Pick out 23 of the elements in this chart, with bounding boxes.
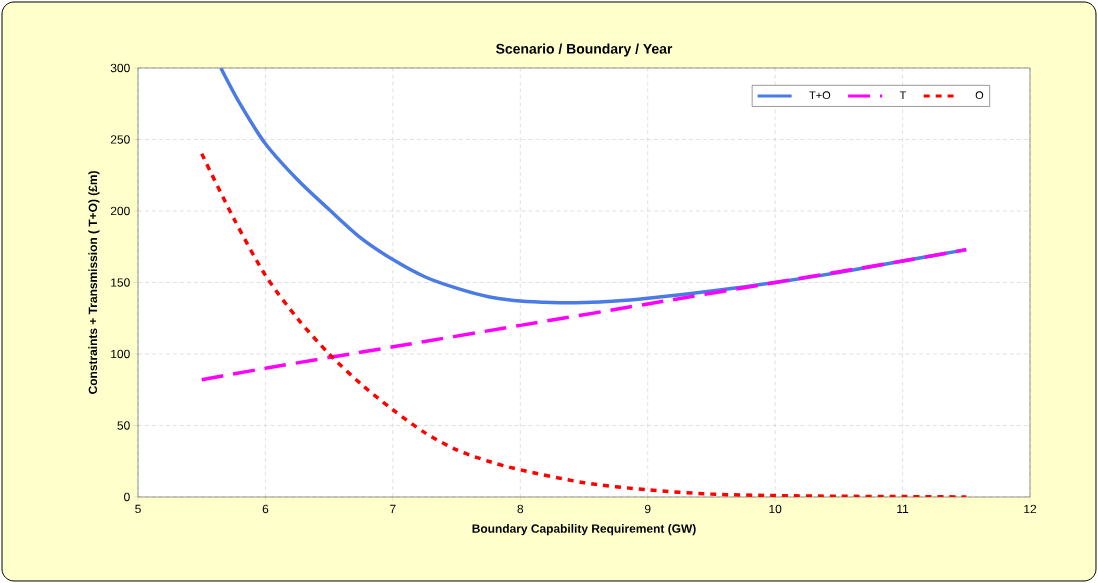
- x-tick-label: 10: [769, 504, 782, 514]
- y-tick-label: 300: [110, 63, 130, 73]
- y-tick-label: 150: [111, 278, 130, 287]
- line-series: [199, 247, 969, 382]
- y-tick-label: 200: [110, 206, 130, 216]
- x-axis-title: Boundary Capability Requirement (GW): [472, 524, 696, 536]
- y-tick-label: 250: [110, 135, 130, 144]
- chart-title: Scenario / Boundary / Year: [496, 43, 673, 57]
- y-tick-label: 50: [117, 421, 130, 430]
- line-series: [199, 152, 969, 497]
- x-tick-label: 11: [897, 504, 909, 513]
- legend-label: T: [899, 91, 907, 99]
- x-tick-label: 9: [644, 504, 651, 514]
- x-tick-label: 7: [390, 504, 396, 513]
- y-tick-label: 100: [111, 349, 130, 359]
- x-tick-label: 5: [135, 504, 141, 514]
- y-axis-title: Constraints + Transmission ( T+O) (£m): [88, 171, 100, 394]
- legend-label: T+O: [809, 91, 831, 100]
- x-tick-label: 8: [517, 504, 524, 514]
- x-tick-label: 6: [262, 504, 269, 514]
- legend-label: O: [975, 91, 984, 100]
- y-tick-label: 0: [124, 492, 130, 502]
- x-tick-label: 12: [1024, 504, 1037, 514]
